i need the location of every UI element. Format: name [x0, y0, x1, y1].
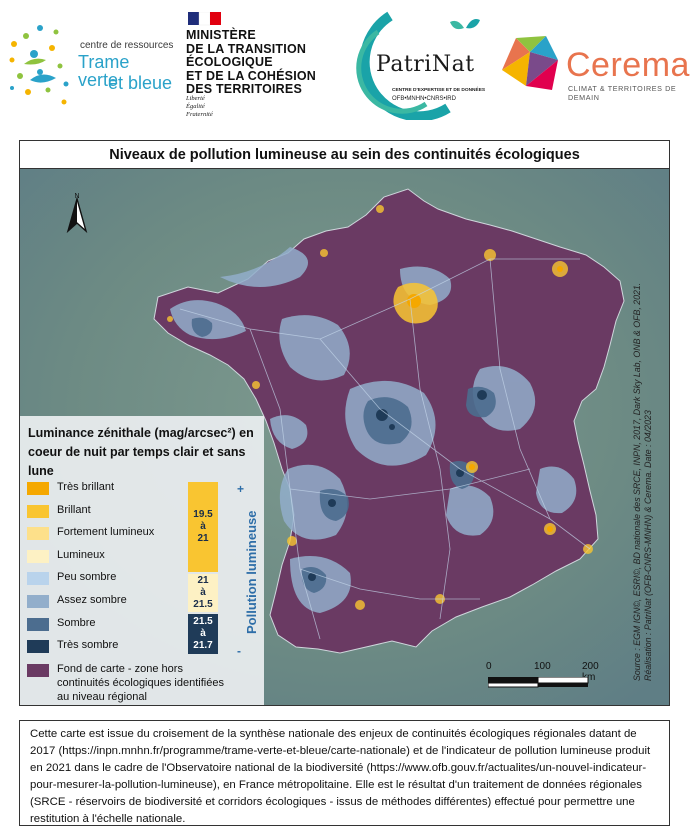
cerema-sub: CLIMAT & TERRITOIRES DE DEMAIN — [568, 84, 677, 102]
ministere-line: ÉCOLOGIQUE — [186, 55, 273, 69]
north-arrow: N — [62, 191, 92, 240]
tvb-emblem-icon — [9, 25, 69, 105]
scale-label-0: 0 — [486, 661, 492, 672]
scale-bar-graphic — [488, 677, 589, 688]
legend-swatch — [27, 640, 49, 654]
legend-swatch — [27, 549, 49, 563]
legend-swatch — [27, 617, 49, 631]
legend-class-label: Brillant — [57, 503, 91, 516]
background-label: Fond de carte - zone hors continuités éc… — [57, 663, 224, 703]
logo-banner: centre de ressources Trame verte et bleu… — [0, 0, 699, 128]
cerema-logo: Cerema CLIMAT & TERRITOIRES DE DEMAIN — [496, 30, 696, 102]
legend-class-label: Sombre — [57, 616, 96, 629]
legend-swatch — [27, 504, 49, 518]
legend-band: 19.5 à 21 — [188, 482, 218, 572]
legend-class-label: Assez sombre — [57, 594, 127, 606]
ministere-line: MINISTÈRE — [186, 28, 256, 42]
patrinat-logo: PatriNat CENTRE D'EXPERTISE ET DE DONNÉE… — [330, 8, 490, 122]
patrinat-sub1: CENTRE D'EXPERTISE ET DE DONNÉES — [392, 88, 486, 93]
motto-line: Fraternité — [186, 111, 213, 118]
north-arrow-icon: N — [66, 193, 88, 234]
north-label: N — [74, 193, 79, 200]
ministere-line: DES TERRITOIRES — [186, 82, 302, 96]
marianne-flag-icon — [188, 12, 221, 26]
map-title: Niveaux de pollution lumineuse au sein d… — [20, 141, 669, 169]
patrinat-name: PatriNat — [376, 52, 475, 77]
ministere-line: ET DE LA COHÉSION — [186, 68, 317, 83]
patrinat-emblem-icon — [356, 11, 480, 122]
legend-class-label: Fortement lumineux — [57, 526, 155, 539]
cerema-emblem-icon — [502, 36, 558, 90]
legend-swatch — [27, 482, 49, 495]
tvb-line3: et bleue — [108, 73, 173, 93]
ministere-logo: MINISTÈRE DE LA TRANSITION ÉCOLOGIQUE ET… — [186, 12, 326, 124]
map-legend: Luminance zénithale (mag/arcsec²) en coe… — [20, 416, 264, 705]
motto-line: Liberté — [186, 95, 205, 102]
ministere-line: DE LA TRANSITION — [186, 41, 307, 56]
tvb-line2: Trame verte — [78, 52, 130, 90]
scale-label-100: 100 — [534, 661, 551, 672]
legend-title: Luminance zénithale (mag/arcsec²) en coe… — [28, 426, 254, 478]
legend-band: 21.5 à 21.7 — [188, 614, 218, 654]
legend-swatch — [27, 595, 49, 608]
map-caption: Cette carte est issue du croisement de l… — [19, 720, 670, 826]
pollution-minus: - — [237, 644, 241, 658]
patrinat-sub2: OFB•MNHN•CNRS•IRD — [392, 96, 456, 102]
legend-band: 21 à 21.5 — [188, 574, 218, 612]
cerema-name: Cerema — [566, 46, 690, 84]
pollution-plus: + — [237, 482, 245, 496]
pollution-label: Pollution lumineuse — [244, 510, 259, 634]
legend-swatch — [27, 572, 49, 586]
legend-class-label: Peu sombre — [57, 571, 117, 584]
source-line2: Réalisation : PatriNat (OFB-CNRS-MNHN) &… — [643, 410, 653, 681]
scale-label-200: 200 km — [582, 661, 599, 683]
legend-class-label: Lumineux — [57, 548, 105, 561]
ministere-motto: Liberté Égalité Fraternité — [186, 95, 213, 119]
trame-verte-bleue-logo: centre de ressources Trame verte et bleu… — [4, 14, 174, 114]
background-swatch — [27, 664, 49, 677]
motto-line: Égalité — [186, 103, 205, 110]
legend-class-label: Très sombre — [57, 639, 119, 652]
map-frame: Niveaux de pollution lumineuse au sein d… — [19, 140, 670, 706]
ministere-name: MINISTÈRE DE LA TRANSITION ÉCOLOGIQUE ET… — [186, 28, 317, 97]
tvb-line1: centre de ressources — [80, 40, 174, 51]
legend-class-label: Très brillant — [57, 481, 115, 493]
map-source: Source : EGM IGN©, ESRI©, BD nationale d… — [632, 283, 654, 681]
network-lines — [179, 258, 591, 640]
source-line1: Source : EGM IGN©, ESRI©, BD nationale d… — [632, 282, 642, 681]
legend-swatch — [27, 527, 49, 541]
continuity-zones-very-dark — [308, 390, 487, 581]
